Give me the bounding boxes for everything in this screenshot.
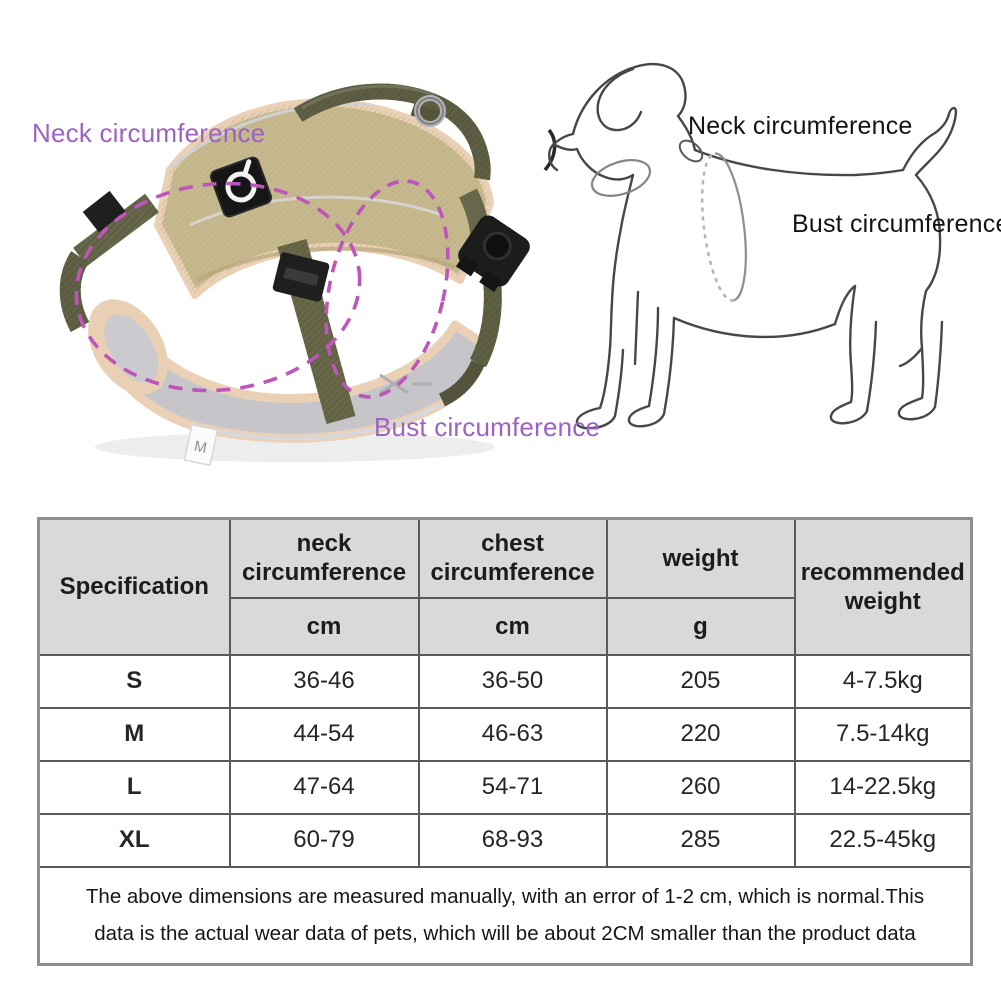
header-neck: neck circumference bbox=[228, 517, 420, 599]
neck-measure-loop bbox=[590, 159, 652, 197]
cell-neck: 44-54 bbox=[228, 706, 420, 762]
unit-chest: cm bbox=[417, 596, 608, 656]
cell-chest: 54-71 bbox=[417, 759, 608, 815]
cell-recommended: 7.5-14kg bbox=[793, 706, 973, 762]
neck-dashed-circle bbox=[74, 181, 362, 393]
cell-weight: 220 bbox=[605, 706, 796, 762]
cell-weight: 205 bbox=[605, 653, 796, 709]
harness-buckle bbox=[438, 188, 530, 407]
dog-neck-label: Neck circumference bbox=[688, 112, 913, 140]
cell-chest: 46-63 bbox=[417, 706, 608, 762]
cell-chest: 68-93 bbox=[417, 812, 608, 868]
cell-weight: 285 bbox=[605, 812, 796, 868]
note-line-2: data is the actual wear data of pets, wh… bbox=[94, 922, 916, 946]
header-row-titles: Specification neck circumference chest c… bbox=[37, 517, 973, 656]
table-row-m: M 44-54 46-63 220 7.5-14kg bbox=[37, 706, 973, 762]
harness-pad-tip bbox=[88, 299, 168, 395]
unit-neck: cm bbox=[228, 596, 420, 656]
header-row-units: cm cm g bbox=[39, 596, 972, 656]
cell-recommended: 4-7.5kg bbox=[793, 653, 973, 709]
bust-measure-loop bbox=[700, 152, 747, 302]
cell-weight: 260 bbox=[605, 759, 796, 815]
table-row-xl: XL 60-79 68-93 285 22.5-45kg bbox=[37, 812, 973, 868]
harness-bust-label: Bust circumference bbox=[374, 412, 601, 442]
cell-recommended: 14-22.5kg bbox=[793, 759, 973, 815]
harness-left-strap bbox=[59, 190, 159, 332]
unit-weight: g bbox=[605, 596, 796, 656]
bust-dashed-circle bbox=[324, 179, 450, 399]
d-ring-icon bbox=[410, 95, 446, 127]
measurement-note: The above dimensions are measured manual… bbox=[37, 865, 973, 966]
header-recommended: recommended weight bbox=[793, 517, 973, 656]
harness-neck-label: Neck circumference bbox=[32, 118, 266, 148]
cell-recommended: 22.5-45kg bbox=[793, 812, 973, 868]
cell-neck: 47-64 bbox=[228, 759, 420, 815]
size-tag: M bbox=[183, 423, 219, 467]
note-line-1: The above dimensions are measured manual… bbox=[85, 885, 925, 909]
header-chest: chest circumference bbox=[417, 517, 608, 599]
leash-clip-icon bbox=[543, 128, 557, 172]
withers-loop bbox=[678, 139, 704, 163]
dog-diagram bbox=[548, 62, 958, 430]
cell-size: L bbox=[37, 759, 231, 815]
table-row-l: L 47-64 54-71 260 14-22.5kg bbox=[37, 759, 973, 815]
harness-back-panel bbox=[154, 98, 494, 299]
cell-size: S bbox=[37, 653, 231, 709]
header-specification: Specification bbox=[37, 517, 231, 656]
dog-bust-label: Bust circumference bbox=[792, 210, 1001, 238]
harness-center-strap bbox=[272, 238, 356, 425]
size-spec-table: Specification neck circumference chest c… bbox=[37, 517, 973, 966]
header-weight: weight bbox=[605, 517, 796, 599]
cell-size: M bbox=[37, 706, 231, 762]
note-row: The above dimensions are measured manual… bbox=[37, 865, 973, 966]
cell-neck: 60-79 bbox=[228, 812, 420, 868]
harness-photo: M bbox=[59, 83, 557, 467]
table-row-s: S 36-46 36-50 205 4-7.5kg bbox=[37, 653, 973, 709]
cell-chest: 36-50 bbox=[417, 653, 608, 709]
cell-neck: 36-46 bbox=[228, 653, 420, 709]
cell-size: XL bbox=[37, 812, 231, 868]
svg-text:M: M bbox=[193, 438, 209, 457]
harness-logo-patch bbox=[209, 156, 273, 218]
